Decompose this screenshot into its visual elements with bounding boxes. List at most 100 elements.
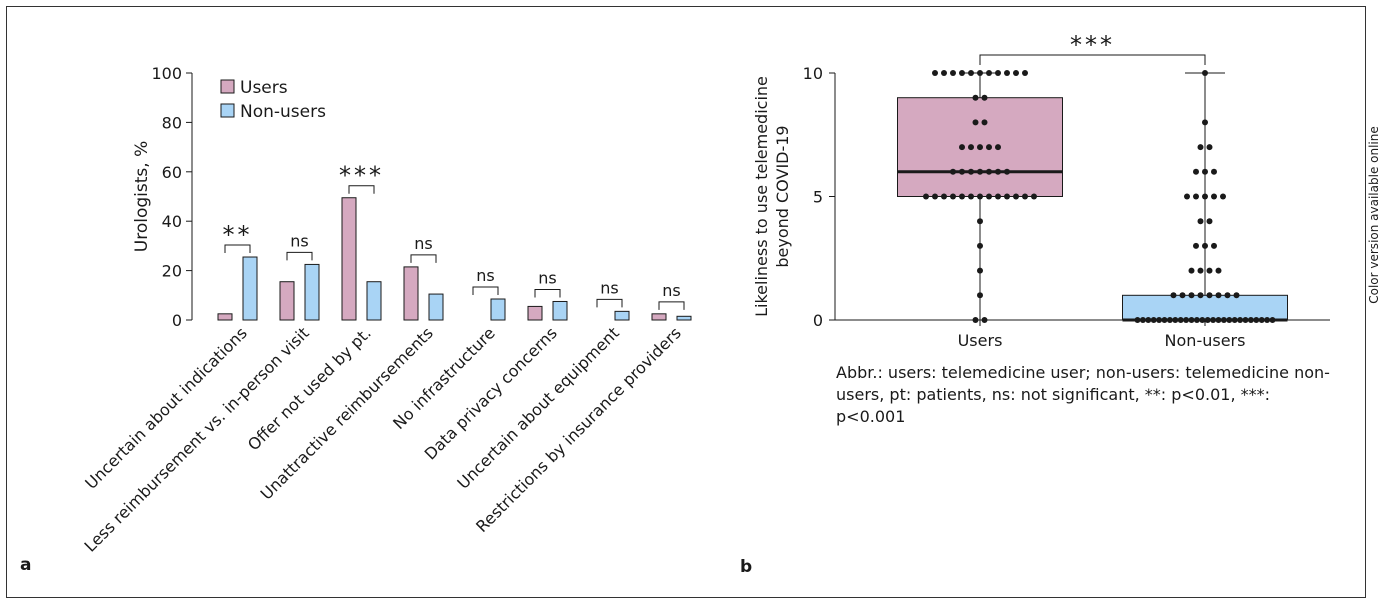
data-point bbox=[1202, 168, 1208, 175]
data-point bbox=[1211, 193, 1217, 200]
bar-non-users bbox=[490, 298, 506, 321]
y-axis-label-line2: beyond COVID-19 bbox=[773, 125, 792, 267]
panel-letter-b: b bbox=[740, 557, 752, 577]
y-tick-label: 20 bbox=[162, 262, 182, 281]
data-point bbox=[972, 119, 979, 126]
data-point bbox=[950, 193, 956, 200]
bar-non-users bbox=[304, 263, 320, 321]
bar-non-users bbox=[676, 315, 692, 321]
data-point bbox=[1183, 317, 1190, 323]
box-1 bbox=[1122, 294, 1288, 321]
data-point bbox=[1193, 168, 1199, 175]
data-point bbox=[1177, 317, 1184, 323]
data-point bbox=[932, 70, 938, 76]
bar-users bbox=[527, 305, 543, 321]
data-point bbox=[977, 193, 983, 200]
significance-bracket bbox=[596, 298, 623, 308]
significance-label: ns bbox=[662, 281, 680, 300]
y-tick-label: 60 bbox=[162, 163, 182, 182]
data-point bbox=[995, 70, 1001, 76]
y-axis-label-line1: Likeliness to use telemedicine bbox=[752, 76, 771, 317]
data-point bbox=[977, 267, 983, 274]
data-point bbox=[1179, 292, 1186, 299]
bar-users bbox=[651, 313, 667, 321]
data-point bbox=[1206, 267, 1213, 274]
data-point bbox=[1215, 267, 1222, 274]
legend-swatch bbox=[220, 103, 235, 118]
data-point bbox=[977, 70, 983, 76]
data-point bbox=[1193, 242, 1199, 249]
data-point bbox=[1247, 317, 1254, 323]
y-axis-label: Urologists, % bbox=[132, 141, 152, 252]
data-point bbox=[1237, 317, 1244, 323]
data-point bbox=[1202, 242, 1208, 249]
bar-non-users bbox=[428, 293, 444, 321]
data-point bbox=[968, 70, 974, 76]
data-point bbox=[959, 168, 965, 175]
data-point bbox=[1188, 292, 1195, 299]
significance-label: ns bbox=[538, 268, 556, 287]
significance-label: ns bbox=[476, 266, 494, 285]
figure-frame bbox=[6, 6, 1366, 598]
category-label: Offer not used by pt. bbox=[244, 323, 375, 454]
significance-bracket bbox=[979, 54, 1206, 65]
data-point bbox=[1215, 292, 1222, 299]
y-tick-label: 80 bbox=[162, 113, 182, 132]
data-point bbox=[1170, 292, 1177, 299]
bar-non-users bbox=[552, 300, 568, 321]
abbreviation-note: Abbr.: users: telemedicine user; non-use… bbox=[836, 363, 1330, 426]
data-point bbox=[1022, 70, 1028, 76]
data-point bbox=[986, 70, 992, 76]
significance-bracket bbox=[410, 254, 437, 263]
data-point bbox=[1013, 193, 1019, 200]
data-point bbox=[932, 193, 938, 200]
y-tick-label: 100 bbox=[151, 64, 182, 83]
bar-non-users bbox=[614, 310, 630, 321]
data-point bbox=[1210, 317, 1217, 323]
data-point bbox=[981, 94, 988, 101]
data-point bbox=[1188, 267, 1195, 274]
data-point bbox=[1264, 317, 1271, 323]
data-point bbox=[981, 119, 988, 126]
data-point bbox=[968, 168, 974, 175]
data-point bbox=[1269, 317, 1276, 323]
bar-users bbox=[279, 281, 295, 321]
data-point bbox=[1166, 317, 1173, 323]
data-point bbox=[995, 168, 1001, 175]
panel-letter-a: a bbox=[20, 555, 31, 575]
data-point bbox=[977, 144, 983, 151]
data-point bbox=[1202, 70, 1208, 76]
data-point bbox=[1220, 193, 1226, 200]
data-point bbox=[950, 70, 956, 76]
significance-label: *** bbox=[1070, 31, 1115, 59]
data-point bbox=[1211, 242, 1217, 249]
bar-non-users bbox=[242, 256, 258, 321]
data-point bbox=[1145, 317, 1152, 323]
data-point bbox=[1258, 317, 1265, 323]
bar-users bbox=[403, 266, 419, 321]
data-point bbox=[1197, 292, 1204, 299]
data-point bbox=[959, 70, 965, 76]
data-point bbox=[986, 168, 992, 175]
data-point bbox=[972, 317, 979, 323]
box-plot-panel-b: 0 5 10 Likeliness to use telemedicine beyond… bbox=[752, 31, 1330, 350]
data-point bbox=[968, 144, 974, 151]
data-point bbox=[981, 317, 988, 323]
data-point bbox=[1215, 317, 1222, 323]
bar-users bbox=[341, 197, 357, 321]
data-point bbox=[1004, 70, 1010, 76]
significance-bracket bbox=[224, 244, 251, 254]
x-tick-label: Non-users bbox=[1165, 331, 1246, 350]
data-point bbox=[1253, 317, 1260, 323]
side-note: Color version available online bbox=[1367, 126, 1381, 304]
side-note-text: Color version available online bbox=[1367, 126, 1381, 304]
data-point bbox=[1022, 193, 1028, 200]
significance-label: ns bbox=[414, 234, 432, 253]
data-point bbox=[1134, 317, 1141, 323]
data-point bbox=[1231, 317, 1238, 323]
data-point bbox=[1220, 317, 1227, 323]
significance-label: *** bbox=[339, 162, 384, 190]
data-point bbox=[1004, 168, 1010, 175]
data-point bbox=[1224, 292, 1231, 299]
data-point bbox=[950, 168, 956, 175]
